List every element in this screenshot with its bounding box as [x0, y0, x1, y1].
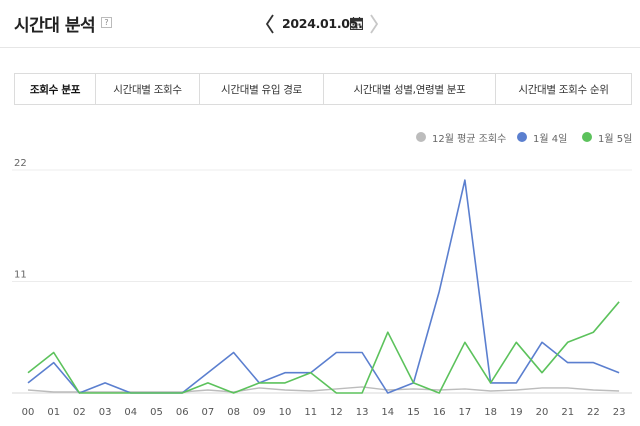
- tab-hourly-ranking[interactable]: 시간대별 조회수 순위: [495, 74, 631, 104]
- x-tick-label: 12: [330, 407, 343, 418]
- series-line: [27, 179, 620, 394]
- legend-label: 12월 평균 조회수: [432, 133, 507, 145]
- help-icon[interactable]: ?: [101, 17, 112, 28]
- x-tick-label: 00: [22, 407, 35, 418]
- legend-label: 1월 5일: [598, 133, 633, 145]
- x-tick-label: 08: [227, 407, 240, 418]
- x-tick-label: 13: [356, 407, 369, 418]
- x-tick-label: 10: [279, 407, 292, 418]
- tab-view-distribution[interactable]: 조회수 분포: [15, 74, 95, 104]
- current-date: 2024.01.05.: [282, 16, 363, 31]
- y-tick-label: 11: [14, 270, 27, 281]
- x-tick-label: 19: [510, 407, 523, 418]
- hourly-view-chart: 22 11 00 01 02 03 04 05 06 07 08 09 10 11 12 13 14 15 16 17…: [12, 158, 632, 418]
- page-title: 시간대 분석: [14, 16, 96, 36]
- tab-hourly-inflow[interactable]: 시간대별 유입 경로: [199, 74, 323, 104]
- x-tick-label: 01: [47, 407, 60, 418]
- date-navigator: 2024.01.05.: [262, 10, 384, 38]
- x-tick-label: 04: [124, 407, 137, 418]
- x-tick-label: 23: [613, 407, 626, 418]
- tab-bar: 조회수 분포 시간대별 조회수 시간대별 유입 경로 시간대별 성별,연령별 분…: [14, 73, 632, 105]
- chevron-right-icon[interactable]: [366, 10, 382, 38]
- x-tick-label: 15: [407, 407, 420, 418]
- tab-hourly-gender-age[interactable]: 시간대별 성별,연령별 분포: [323, 74, 495, 104]
- x-tick-label: 17: [459, 407, 472, 418]
- x-tick-label: 18: [484, 407, 497, 418]
- x-tick-label: 07: [202, 407, 215, 418]
- legend-item-jan-5[interactable]: 1월 5일: [582, 130, 633, 145]
- page-header: 시간대 분석 ? 2024.01.05.: [0, 0, 640, 48]
- legend-item-jan-4[interactable]: 1월 4일: [517, 130, 568, 145]
- x-tick-label: 21: [561, 407, 574, 418]
- chevron-left-icon[interactable]: [262, 10, 278, 38]
- x-tick-label: 11: [304, 407, 317, 418]
- x-tick-label: 06: [176, 407, 189, 418]
- x-tick-label: 05: [150, 407, 163, 418]
- legend-dot: [416, 132, 426, 142]
- x-tick-label: 03: [99, 407, 112, 418]
- legend-dot: [582, 132, 592, 142]
- x-tick-label: 20: [536, 407, 549, 418]
- legend-dot: [517, 132, 527, 142]
- series-line: [27, 301, 620, 394]
- legend-item-december-avg[interactable]: 12월 평균 조회수: [416, 130, 507, 145]
- x-tick-label: 22: [587, 407, 600, 418]
- legend-label: 1월 4일: [533, 133, 568, 145]
- x-tick-label: 02: [73, 407, 86, 418]
- tab-hourly-views[interactable]: 시간대별 조회수: [95, 74, 199, 104]
- x-tick-label: 16: [433, 407, 446, 418]
- calendar-icon[interactable]: [350, 17, 363, 30]
- x-tick-label: 09: [253, 407, 266, 418]
- y-tick-label: 22: [14, 158, 27, 169]
- x-tick-label: 14: [381, 407, 394, 418]
